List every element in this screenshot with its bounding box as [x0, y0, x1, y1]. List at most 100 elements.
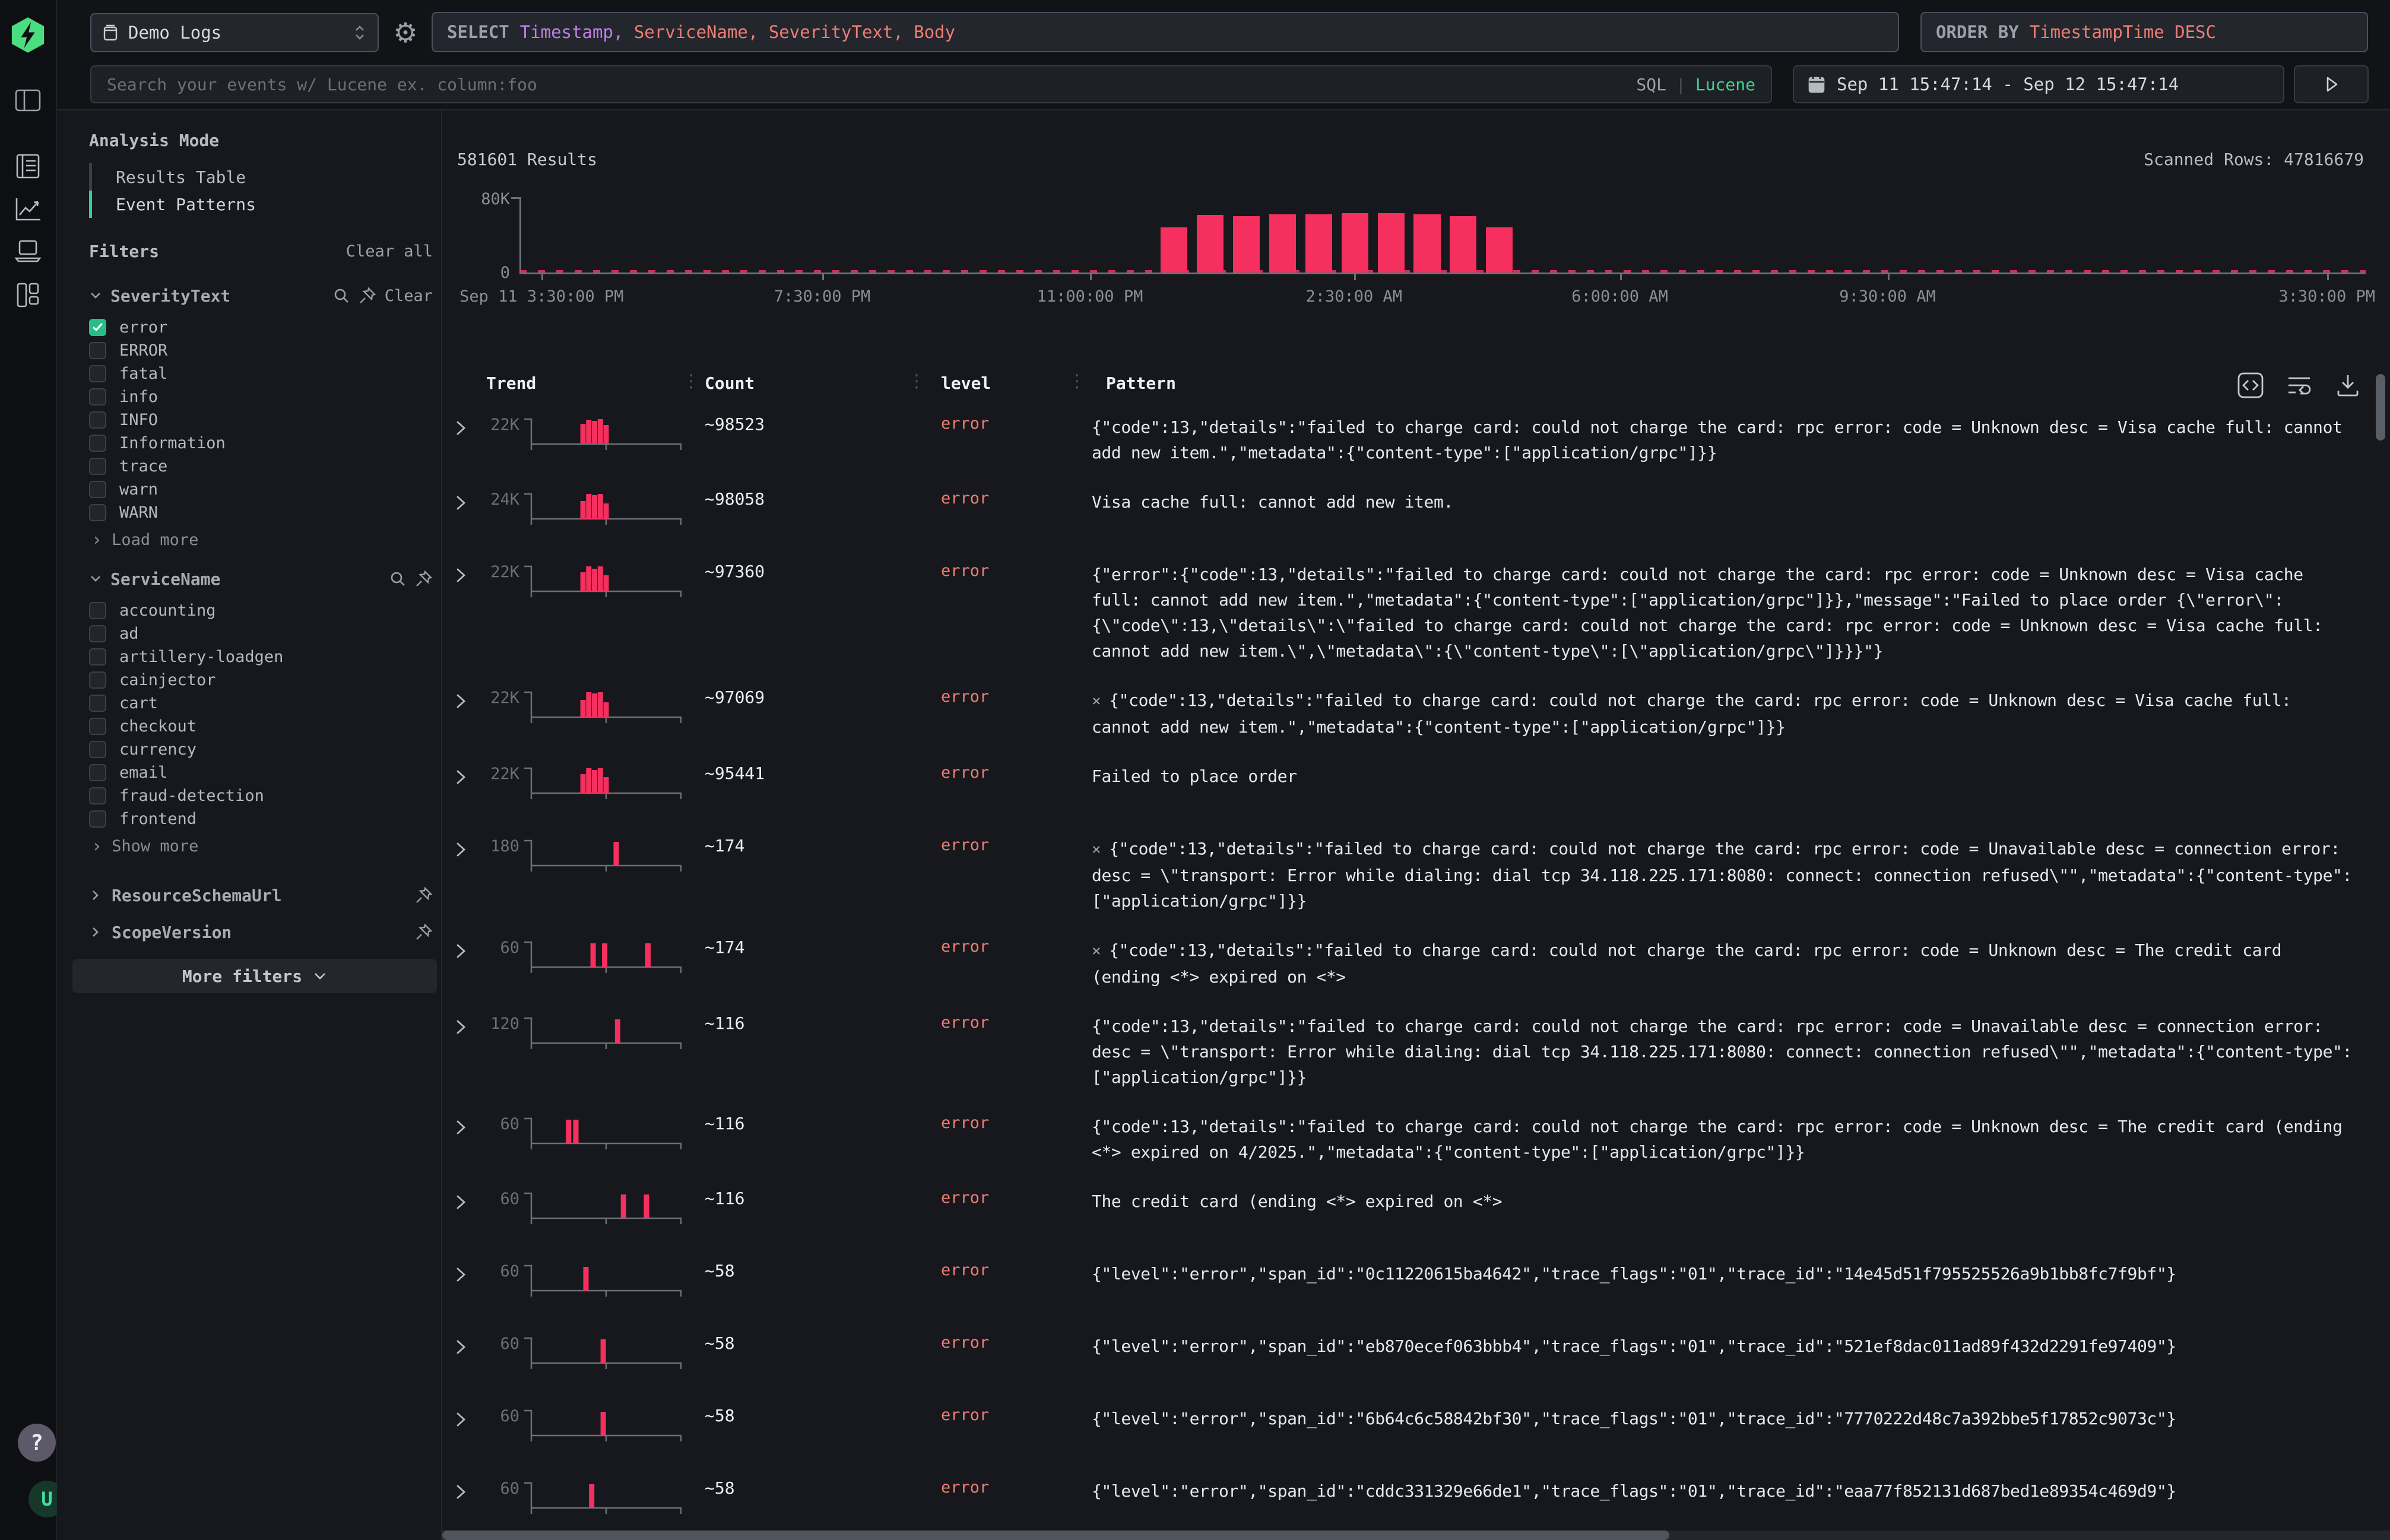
show-more-button[interactable]: › Show more — [91, 833, 433, 859]
filter-option-ad[interactable]: ad — [89, 622, 433, 645]
pin-icon[interactable] — [359, 287, 376, 305]
filter-option-INFO[interactable]: INFO — [89, 408, 433, 432]
dismiss-pattern-icon[interactable]: × — [1092, 942, 1101, 960]
search-filter-icon[interactable] — [332, 287, 350, 305]
pattern-cell[interactable]: Failed to place order — [1086, 763, 2354, 812]
histogram-bar[interactable] — [1342, 213, 1368, 272]
load-more-button[interactable]: › Load more — [91, 527, 433, 553]
chart-explorer-icon[interactable] — [14, 196, 42, 223]
histogram-bar[interactable] — [1269, 214, 1296, 272]
column-header-pattern[interactable]: ⋮Pattern — [1086, 373, 2354, 393]
pattern-cell[interactable]: {"code":13,"details":"failed to charge c… — [1086, 1013, 2354, 1090]
clear-all-button[interactable]: Clear all — [346, 242, 433, 261]
checkbox[interactable] — [89, 388, 106, 405]
histogram-bar[interactable] — [1413, 214, 1440, 272]
filter-option-WARN[interactable]: WARN — [89, 501, 433, 524]
expand-row-button[interactable] — [452, 1478, 486, 1527]
pattern-cell[interactable]: ×{"code":13,"details":"failed to charge … — [1086, 687, 2354, 740]
select-clause-input[interactable]: SELECT Timestamp, ServiceName, SeverityT… — [432, 12, 1899, 52]
pattern-cell[interactable]: Visa cache full: cannot add new item. — [1086, 489, 2354, 538]
pattern-cell[interactable]: {"code":13,"details":"failed to charge c… — [1086, 414, 2354, 465]
mode-event-patterns[interactable]: Event Patterns — [89, 191, 433, 218]
pattern-cell[interactable]: The credit card (ending <*> expired on <… — [1086, 1189, 2354, 1237]
filter-option-warn[interactable]: warn — [89, 478, 433, 501]
histogram-bar[interactable] — [1450, 216, 1476, 272]
checkbox[interactable] — [89, 435, 106, 452]
pattern-cell[interactable]: ×{"code":13,"details":"failed to charge … — [1086, 937, 2354, 990]
pattern-cell[interactable]: {"code":13,"details":"failed to charge c… — [1086, 1114, 2354, 1165]
search-filter-icon[interactable] — [389, 570, 407, 588]
dismiss-pattern-icon[interactable]: × — [1092, 841, 1101, 858]
filter-option-artillery-loadgen[interactable]: artillery-loadgen — [89, 645, 433, 668]
source-settings-button[interactable]: ⚙ — [385, 13, 426, 52]
column-header-trend[interactable]: Trend — [486, 373, 700, 393]
filter-group-resourceschemaurl[interactable]: ResourceSchemaUrl — [89, 877, 433, 914]
expand-row-button[interactable] — [452, 562, 486, 664]
pattern-cell[interactable]: ×{"code":13,"details":"failed to charge … — [1086, 836, 2354, 914]
filter-option-cart[interactable]: cart — [89, 692, 433, 715]
more-filters-button[interactable]: More filters — [72, 959, 437, 993]
collapse-sidebar-icon[interactable] — [14, 88, 42, 113]
checkbox[interactable] — [89, 411, 106, 429]
app-logo-icon[interactable] — [9, 17, 46, 53]
clear-group-button[interactable]: Clear — [385, 287, 433, 305]
column-drag-handle-icon[interactable]: ⋮ — [682, 371, 700, 392]
checkbox[interactable] — [89, 504, 106, 521]
checkbox[interactable] — [89, 625, 106, 642]
checkbox[interactable] — [89, 810, 106, 828]
checkbox[interactable] — [89, 481, 106, 498]
vertical-scrollbar[interactable] — [2376, 374, 2385, 441]
histogram-bar[interactable] — [1233, 216, 1260, 272]
pattern-cell[interactable]: {"level":"error","span_id":"cddc331329e6… — [1086, 1478, 2354, 1527]
filter-option-ERROR[interactable]: ERROR — [89, 339, 433, 362]
pin-icon[interactable] — [415, 886, 433, 904]
expand-row-button[interactable] — [452, 1189, 486, 1237]
filter-option-checkout[interactable]: checkout — [89, 715, 433, 738]
checkbox[interactable] — [89, 741, 106, 758]
order-by-input[interactable]: ORDER BY TimestampTime DESC — [1920, 12, 2368, 52]
pattern-cell[interactable]: {"level":"error","span_id":"6b64c6c58842… — [1086, 1406, 2354, 1455]
text-wrap-button[interactable] — [2286, 372, 2313, 399]
expand-row-button[interactable] — [452, 489, 486, 538]
pattern-cell[interactable]: {"level":"error","span_id":"eb870ecef063… — [1086, 1333, 2354, 1382]
checkbox[interactable] — [89, 602, 106, 619]
scrollbar-thumb[interactable] — [442, 1531, 1669, 1540]
histogram-bar[interactable] — [1161, 227, 1187, 272]
view-source-button[interactable] — [2237, 372, 2264, 399]
time-range-picker[interactable]: Sep 11 15:47:14 - Sep 12 15:47:14 — [1793, 65, 2284, 103]
checkbox[interactable] — [89, 671, 106, 689]
expand-row-button[interactable] — [452, 1406, 486, 1455]
column-header-count[interactable]: ⋮Count — [700, 373, 925, 393]
filter-option-fatal[interactable]: fatal — [89, 362, 433, 385]
checkbox[interactable] — [89, 695, 106, 712]
pin-icon[interactable] — [415, 570, 433, 588]
expand-row-button[interactable] — [452, 414, 486, 465]
checkbox[interactable] — [89, 764, 106, 781]
help-button[interactable]: ? — [18, 1424, 56, 1462]
checkbox[interactable] — [89, 458, 106, 475]
mode-results-table[interactable]: Results Table — [89, 163, 433, 191]
checkbox[interactable] — [89, 342, 106, 359]
histogram-bar[interactable] — [1378, 213, 1405, 272]
filter-option-cainjector[interactable]: cainjector — [89, 668, 433, 692]
download-button[interactable] — [2334, 372, 2362, 399]
sql-mode-toggle[interactable]: SQL — [1636, 75, 1666, 94]
run-query-button[interactable] — [2294, 65, 2369, 103]
filter-option-accounting[interactable]: accounting — [89, 599, 433, 622]
histogram-bar[interactable] — [1197, 215, 1223, 272]
filter-option-error[interactable]: error — [89, 316, 433, 339]
expand-row-button[interactable] — [452, 1114, 486, 1165]
dismiss-pattern-icon[interactable]: × — [1092, 692, 1101, 710]
checkbox[interactable] — [89, 787, 106, 804]
search-logs-icon[interactable] — [14, 153, 42, 179]
column-drag-handle-icon[interactable]: ⋮ — [908, 371, 925, 392]
checkbox[interactable] — [89, 718, 106, 735]
filter-option-currency[interactable]: currency — [89, 738, 433, 761]
filter-option-frontend[interactable]: frontend — [89, 807, 433, 831]
histogram-bar[interactable] — [1486, 227, 1513, 272]
expand-row-button[interactable] — [452, 1333, 486, 1382]
dashboards-icon[interactable] — [14, 281, 42, 309]
filter-group-scopeversion[interactable]: ScopeVersion — [89, 914, 433, 950]
filter-group-servicename[interactable]: ServiceName — [89, 565, 433, 593]
filter-option-Information[interactable]: Information — [89, 432, 433, 455]
